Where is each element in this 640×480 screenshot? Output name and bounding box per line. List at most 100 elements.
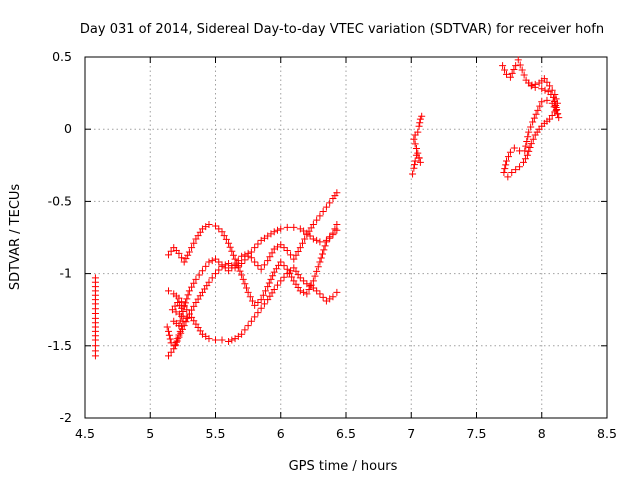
y-tick-labels: -2 -1.5 -1 -0.5 0 0.5 (48, 49, 72, 425)
data-point (520, 71, 528, 79)
data-point (254, 240, 262, 248)
data-point (165, 331, 173, 339)
data-point (174, 335, 182, 343)
data-point (228, 264, 236, 272)
data-point (277, 277, 285, 285)
data-point (192, 275, 200, 283)
data-point (409, 170, 417, 178)
data-point (239, 275, 247, 283)
data-point (527, 123, 535, 131)
data-point (296, 244, 304, 252)
data-point (522, 142, 530, 150)
data-point (300, 288, 308, 296)
data-point (321, 242, 329, 250)
data-point (538, 98, 546, 106)
data-point (530, 114, 538, 122)
data-point (238, 330, 246, 338)
data-point (208, 274, 216, 282)
data-point (320, 246, 328, 254)
y-tick-label: -2 (60, 410, 72, 425)
data-point (228, 247, 236, 255)
data-point (541, 86, 549, 94)
data-point (525, 128, 533, 136)
data-point (262, 287, 270, 295)
data-point (267, 275, 275, 283)
data-point (329, 293, 337, 301)
data-point (251, 244, 259, 252)
data-point (260, 261, 268, 269)
data-point (229, 251, 237, 259)
data-point (523, 137, 531, 145)
data-point (508, 69, 516, 77)
data-point (175, 331, 183, 339)
data-point (254, 262, 262, 270)
data-point (307, 281, 315, 289)
data-point (170, 345, 178, 353)
data-point (411, 157, 419, 165)
x-tick-labels: 4.5 5 5.5 6 6.5 7 7.5 8 8.5 (75, 426, 617, 441)
data-point (183, 314, 191, 322)
data-point (543, 78, 551, 86)
axis-ticks (84, 56, 608, 419)
data-point (306, 232, 314, 240)
data-point (251, 258, 259, 266)
data-point (91, 352, 99, 360)
data-point (246, 293, 254, 301)
data-point (313, 236, 321, 244)
data-point (254, 309, 262, 317)
data-point (172, 308, 180, 316)
data-point (283, 265, 291, 273)
data-point (266, 253, 274, 261)
data-point (333, 189, 341, 197)
y-tick-label: -1.5 (48, 338, 72, 353)
data-point (212, 270, 219, 278)
data-point (178, 322, 186, 330)
data-point (270, 285, 278, 293)
data-point (416, 158, 424, 166)
data-point (218, 228, 226, 236)
data-point (551, 97, 559, 105)
data-point (532, 110, 540, 118)
data-point (234, 257, 242, 265)
data-point (519, 158, 527, 166)
data-point (288, 273, 296, 281)
data-point (319, 293, 327, 301)
data-point (313, 287, 321, 295)
data-point (212, 255, 219, 263)
data-point (178, 254, 186, 262)
x-axis-label: GPS time / hours (289, 459, 398, 474)
data-point (212, 222, 219, 230)
data-point (538, 85, 546, 93)
y-tick-label: -0.5 (48, 193, 72, 208)
data-point (283, 246, 291, 254)
data-point (554, 110, 562, 118)
data-point (503, 70, 511, 78)
data-point (221, 264, 229, 272)
data-point (257, 265, 265, 273)
x-tick-label: 7.5 (467, 426, 487, 441)
data-point (316, 258, 324, 266)
data-point (260, 300, 268, 308)
data-point (296, 274, 304, 282)
chart-title: Day 031 of 2014, Sidereal Day-to-day VTE… (80, 22, 604, 37)
x-tick-label: 4.5 (75, 426, 95, 441)
data-point (176, 327, 184, 335)
data-point (175, 294, 183, 302)
x-tick-label: 6 (277, 426, 285, 441)
data-point (236, 267, 244, 275)
data-point (411, 140, 419, 148)
data-point (208, 257, 216, 265)
data-point (309, 235, 317, 243)
data-point (316, 290, 324, 298)
data-point (508, 169, 516, 177)
data-point (412, 145, 420, 153)
data-point (238, 271, 246, 279)
data-point (222, 235, 230, 243)
data-point (183, 295, 191, 303)
data-point (536, 102, 544, 110)
y-tick-label: 0.5 (52, 49, 72, 64)
data-point (506, 73, 514, 81)
data-point (510, 66, 518, 74)
data-point (228, 336, 236, 344)
data-point (184, 251, 192, 259)
